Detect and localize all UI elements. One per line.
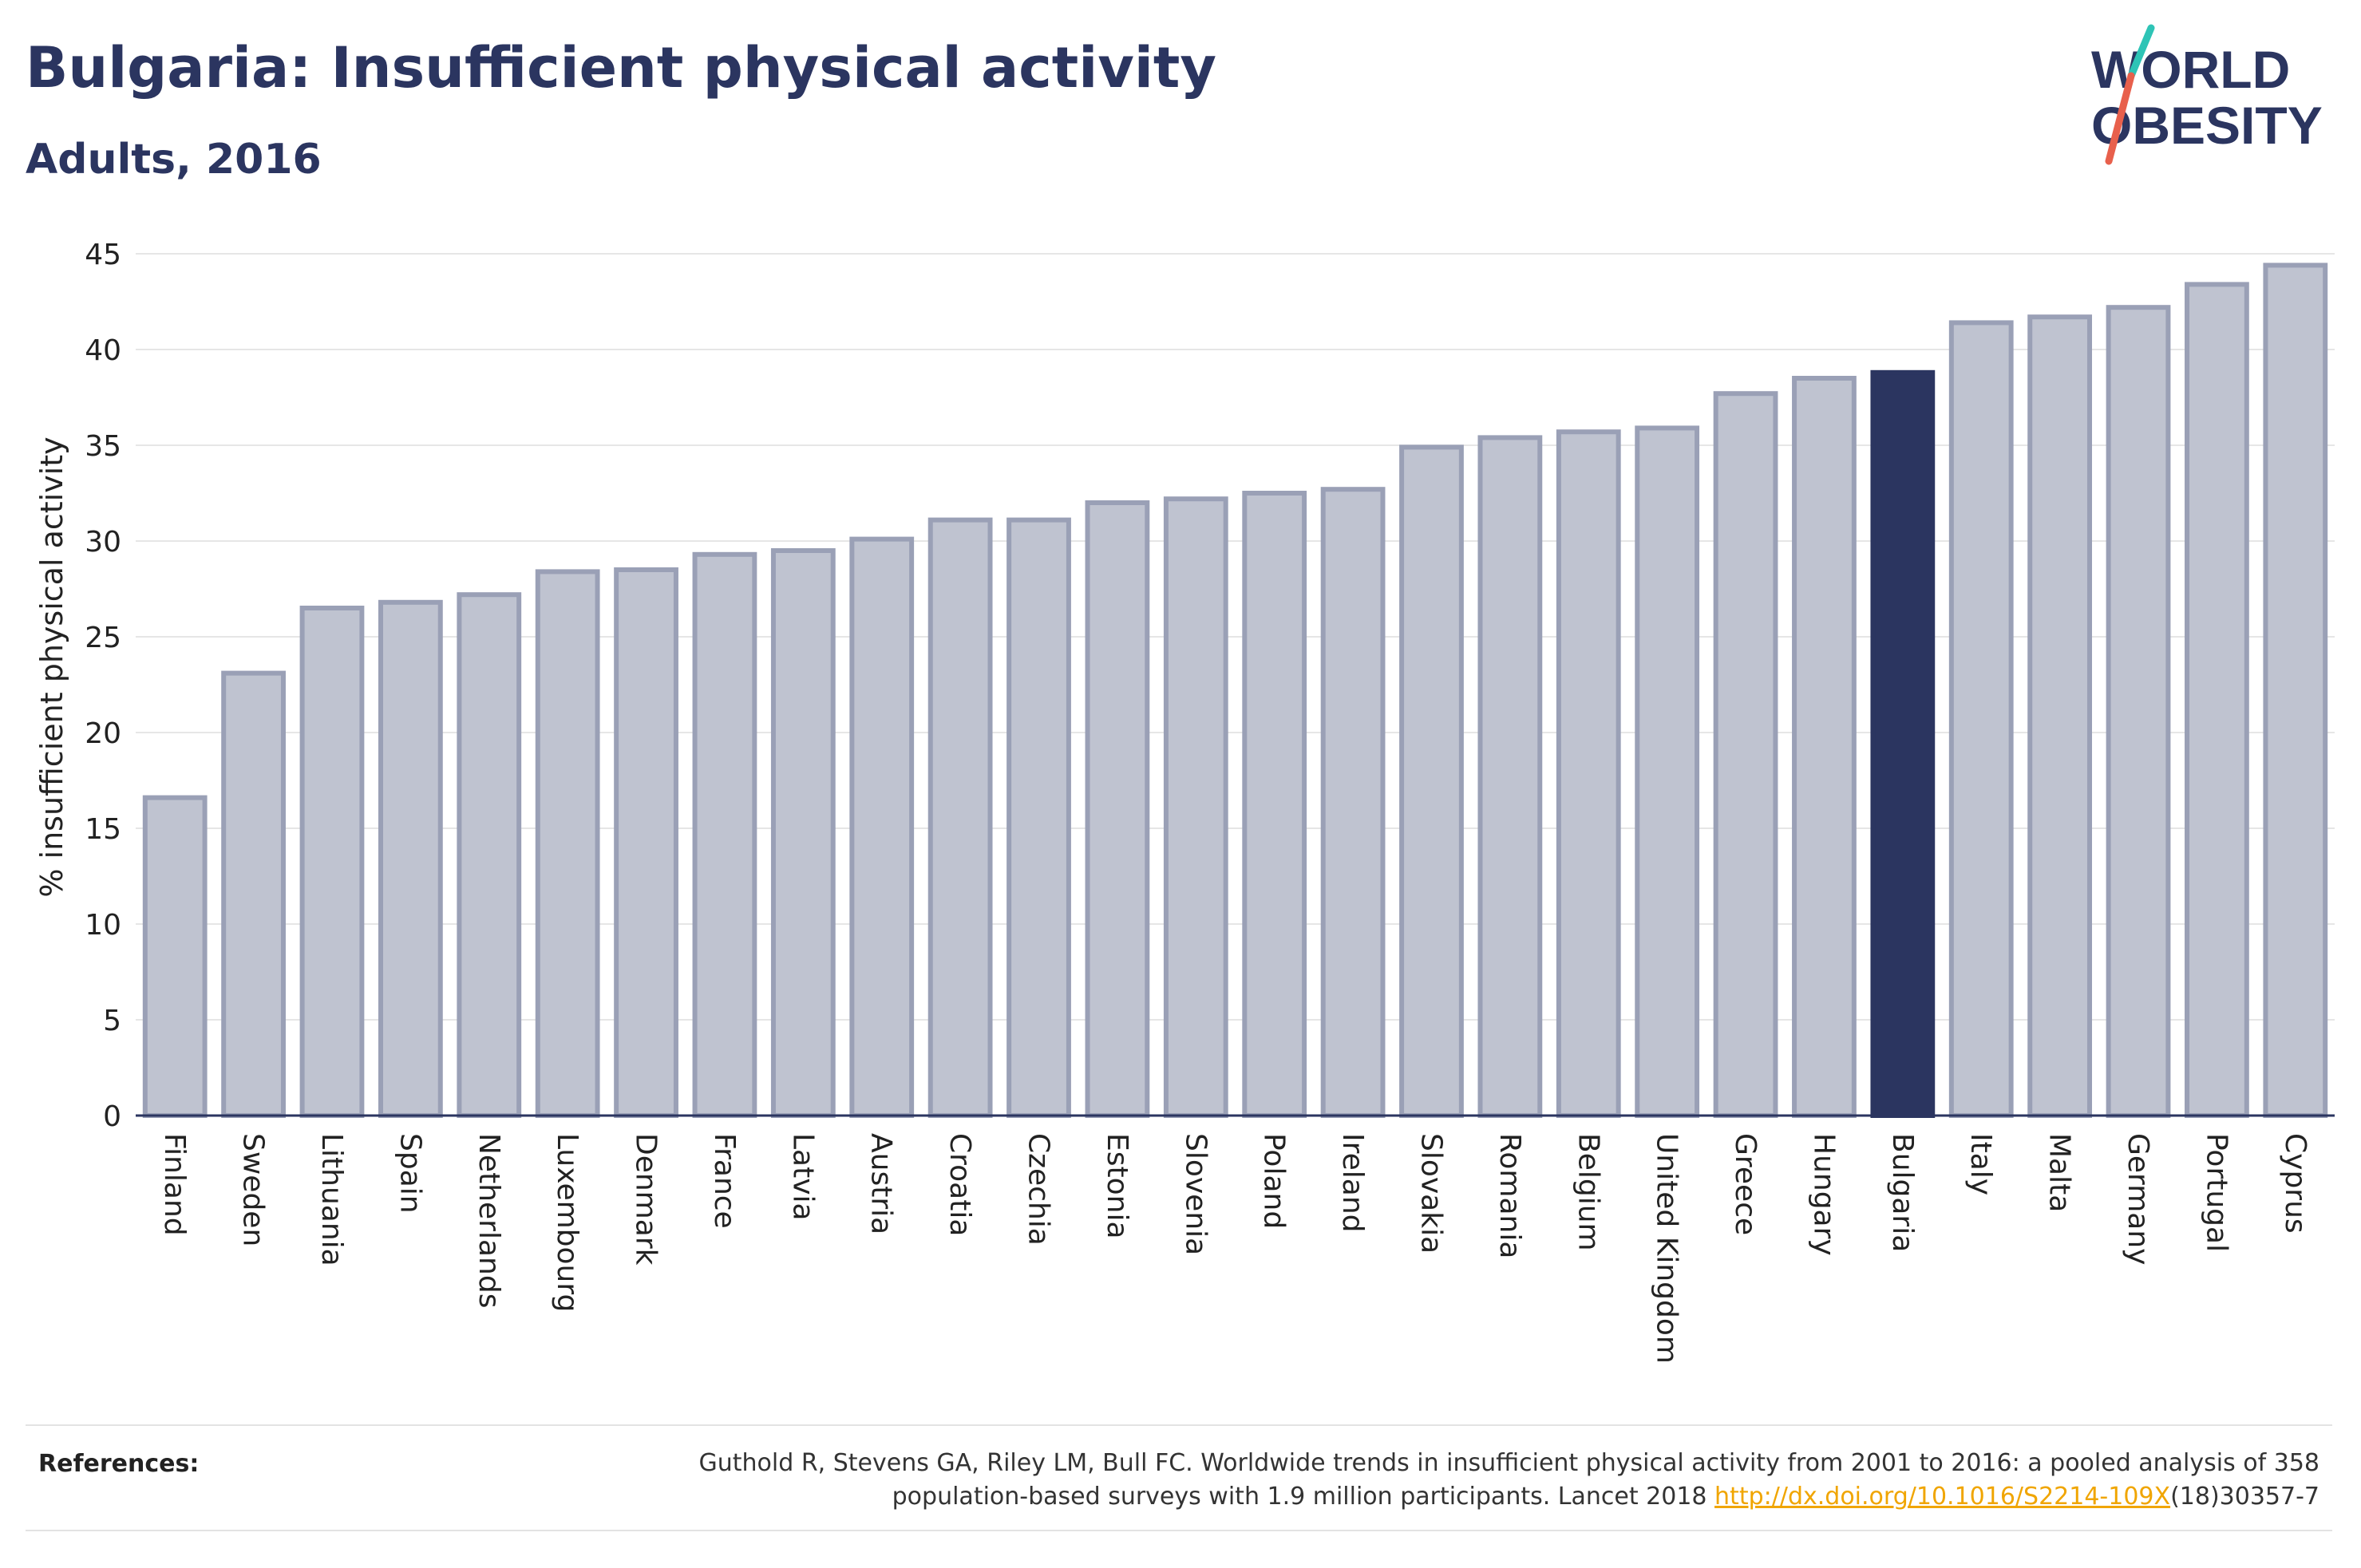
bar-malta [2027, 314, 2093, 1118]
x-tick-label: Cyprus [2279, 1133, 2312, 1234]
bar-lithuania [299, 606, 365, 1118]
bars [142, 263, 2328, 1118]
bar-greece [1713, 391, 1778, 1118]
bar-luxembourg [535, 569, 600, 1118]
y-tick-label: 35 [85, 430, 121, 463]
x-tick-label: Latvia [786, 1133, 819, 1221]
y-tick-label: 0 [103, 1100, 121, 1133]
x-tick-label: Luxembourg [551, 1133, 583, 1312]
references-label: References: [38, 1450, 200, 1478]
x-tick-label: France [708, 1133, 741, 1229]
y-tick-label: 45 [85, 239, 121, 271]
x-tick-label: United Kingdom [1651, 1133, 1683, 1364]
bar-poland [1242, 491, 1307, 1118]
x-tick-label: Greece [1729, 1133, 1762, 1235]
bar-austria [849, 536, 915, 1118]
x-tick-label: Lithuania [315, 1133, 348, 1266]
bar-ireland [1320, 487, 1386, 1118]
x-tick-label: Finland [158, 1133, 191, 1236]
logo-slash-top-icon [2127, 24, 2155, 80]
bar-germany [2106, 305, 2171, 1118]
reference-citation: Guthold R, Stevens GA, Riley LM, Bull FC… [698, 1449, 2319, 1511]
x-tick-label: Bulgaria [1886, 1133, 1919, 1252]
bar-latvia [770, 548, 836, 1118]
world-obesity-logo: WORLD OBESITY [2091, 24, 2323, 165]
y-tick-label: 10 [85, 909, 121, 942]
x-tick-label: Italy [1964, 1133, 1997, 1195]
chart-title: Bulgaria: Insufficient physical activity [26, 35, 1216, 101]
bar-portugal [2185, 282, 2249, 1118]
x-tick-label: Slovenia [1179, 1133, 1212, 1255]
x-tick-label: Portugal [2200, 1133, 2232, 1252]
bar-finland [142, 795, 208, 1118]
bar-netherlands [457, 592, 522, 1118]
x-tick-label: Romania [1493, 1133, 1526, 1258]
bar-spain [378, 599, 443, 1118]
x-tick-label: Spain [394, 1133, 426, 1214]
x-tick-label: Belgium [1572, 1133, 1604, 1251]
y-tick-label: 15 [85, 813, 121, 846]
bar-belgium [1556, 429, 1621, 1118]
logo-line2: OBESITY [2091, 96, 2323, 155]
bar-croatia [927, 517, 993, 1118]
x-tick-label: Estonia [1101, 1133, 1133, 1239]
x-tick-label: Netherlands [473, 1133, 505, 1308]
x-tick-label: Malta [2043, 1133, 2076, 1212]
y-tick-label: 25 [85, 622, 121, 654]
bar-france [692, 551, 757, 1118]
reference-citation-suffix: (18)30357-7 [2170, 1483, 2319, 1511]
x-tick-label: Sweden [237, 1133, 270, 1246]
bar-slovakia [1399, 444, 1464, 1118]
x-tick-label: Hungary [1807, 1133, 1840, 1256]
x-tick-label: Croatia [943, 1133, 976, 1236]
chart-subtitle: Adults, 2016 [26, 136, 322, 184]
y-axis-label: % insufficient physical activity [34, 436, 69, 897]
x-tick-label: Ireland [1336, 1133, 1369, 1233]
reference-doi-link[interactable]: http://dx.doi.org/10.1016/S2214-109X [1714, 1483, 2171, 1511]
bar-chart: 0 5 10 15 20 25 30 35 40 45 Finland Sweden Lithuania… [34, 239, 2335, 1364]
references-section: References: Guthold R, Stevens GA, Riley… [26, 1424, 2332, 1531]
logo-slash-bottom-icon [2105, 72, 2135, 165]
bar-cyprus [2263, 263, 2328, 1118]
y-tick-label: 40 [85, 334, 121, 367]
bar-united-kingdom [1635, 425, 1700, 1118]
bar-slovenia [1163, 496, 1228, 1118]
x-tick-label: Slovakia [1414, 1133, 1447, 1254]
x-tick-label: Czechia [1022, 1133, 1055, 1246]
tick-labels: 0 5 10 15 20 25 30 35 40 45 Finland Sweden Lithuania… [85, 239, 2312, 1364]
x-tick-label: Austria [865, 1133, 898, 1234]
y-tick-label: 5 [103, 1005, 121, 1037]
bar-sweden [221, 670, 286, 1118]
bar-italy [1948, 320, 2014, 1118]
bar-hungary [1792, 376, 1857, 1118]
x-tick-label: Denmark [630, 1133, 662, 1266]
bar-estonia [1085, 500, 1150, 1118]
bar-bulgaria [1870, 369, 1936, 1118]
x-tick-label: Germany [2122, 1133, 2154, 1265]
bar-denmark [614, 567, 678, 1118]
x-tick-label: Poland [1258, 1133, 1291, 1229]
y-tick-label: 30 [85, 526, 121, 559]
bar-czechia [1006, 517, 1071, 1118]
bar-romania [1477, 435, 1543, 1118]
y-tick-label: 20 [85, 717, 121, 750]
references-text: Guthold R, Stevens GA, Riley LM, Bull FC… [564, 1447, 2319, 1514]
